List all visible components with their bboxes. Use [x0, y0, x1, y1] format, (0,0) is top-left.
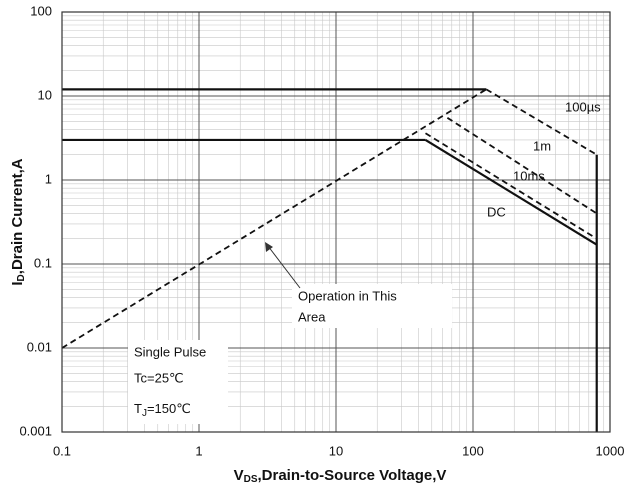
- y-axis-title: ,Drain Current,A: [9, 158, 26, 274]
- arrow: [267, 245, 301, 289]
- series-line: [424, 138, 598, 246]
- annotation-sub: J: [142, 408, 147, 419]
- plot-frame: [61, 11, 611, 433]
- series-label: 1m: [533, 138, 551, 153]
- annotation: =150℃: [147, 401, 191, 416]
- annotation: Tc=25℃: [134, 370, 184, 385]
- annotation: Area: [298, 309, 326, 324]
- x-tick-label: 1000: [596, 443, 625, 458]
- grid: [61, 11, 611, 433]
- arrow-head: [265, 242, 273, 252]
- series-label: DC: [487, 204, 506, 219]
- x-axis-title: V: [234, 467, 244, 484]
- x-tick-label: 0.1: [53, 443, 71, 458]
- series-line: [61, 88, 487, 349]
- x-tick-label: 1: [195, 443, 202, 458]
- annotation: TJ=150℃: [134, 401, 191, 418]
- annotation-box: [292, 284, 452, 328]
- y-axis-title: I: [9, 281, 26, 285]
- x-axis-title: VDS,Drain-to-Source Voltage,V: [234, 467, 447, 485]
- x-tick-label: 100: [462, 443, 484, 458]
- y-tick-label: 1: [45, 171, 52, 186]
- x-axis-title: ,Drain-to-Source Voltage,V: [258, 467, 447, 484]
- annotation: Single Pulse: [134, 344, 206, 359]
- y-tick-label: 100: [30, 3, 52, 18]
- y-axis-title: ID,Drain Current,A: [9, 158, 27, 285]
- series: [61, 88, 598, 432]
- annotation: T: [134, 401, 142, 416]
- y-axis-title-sub: D: [16, 274, 27, 281]
- series-line: [485, 88, 598, 156]
- annotation: Operation in This: [298, 288, 397, 303]
- series-line: [425, 132, 598, 240]
- y-tick-label: 0.1: [34, 255, 52, 270]
- series-label: 10ms: [513, 168, 545, 183]
- series-label: 100µs: [565, 99, 601, 114]
- annotation-box: [128, 340, 228, 424]
- y-tick-label: 10: [38, 87, 52, 102]
- y-tick-label: 0.01: [27, 339, 52, 354]
- y-tick-label: 0.001: [19, 423, 52, 438]
- x-tick-label: 10: [329, 443, 343, 458]
- x-axis-title-sub: DS: [244, 474, 258, 485]
